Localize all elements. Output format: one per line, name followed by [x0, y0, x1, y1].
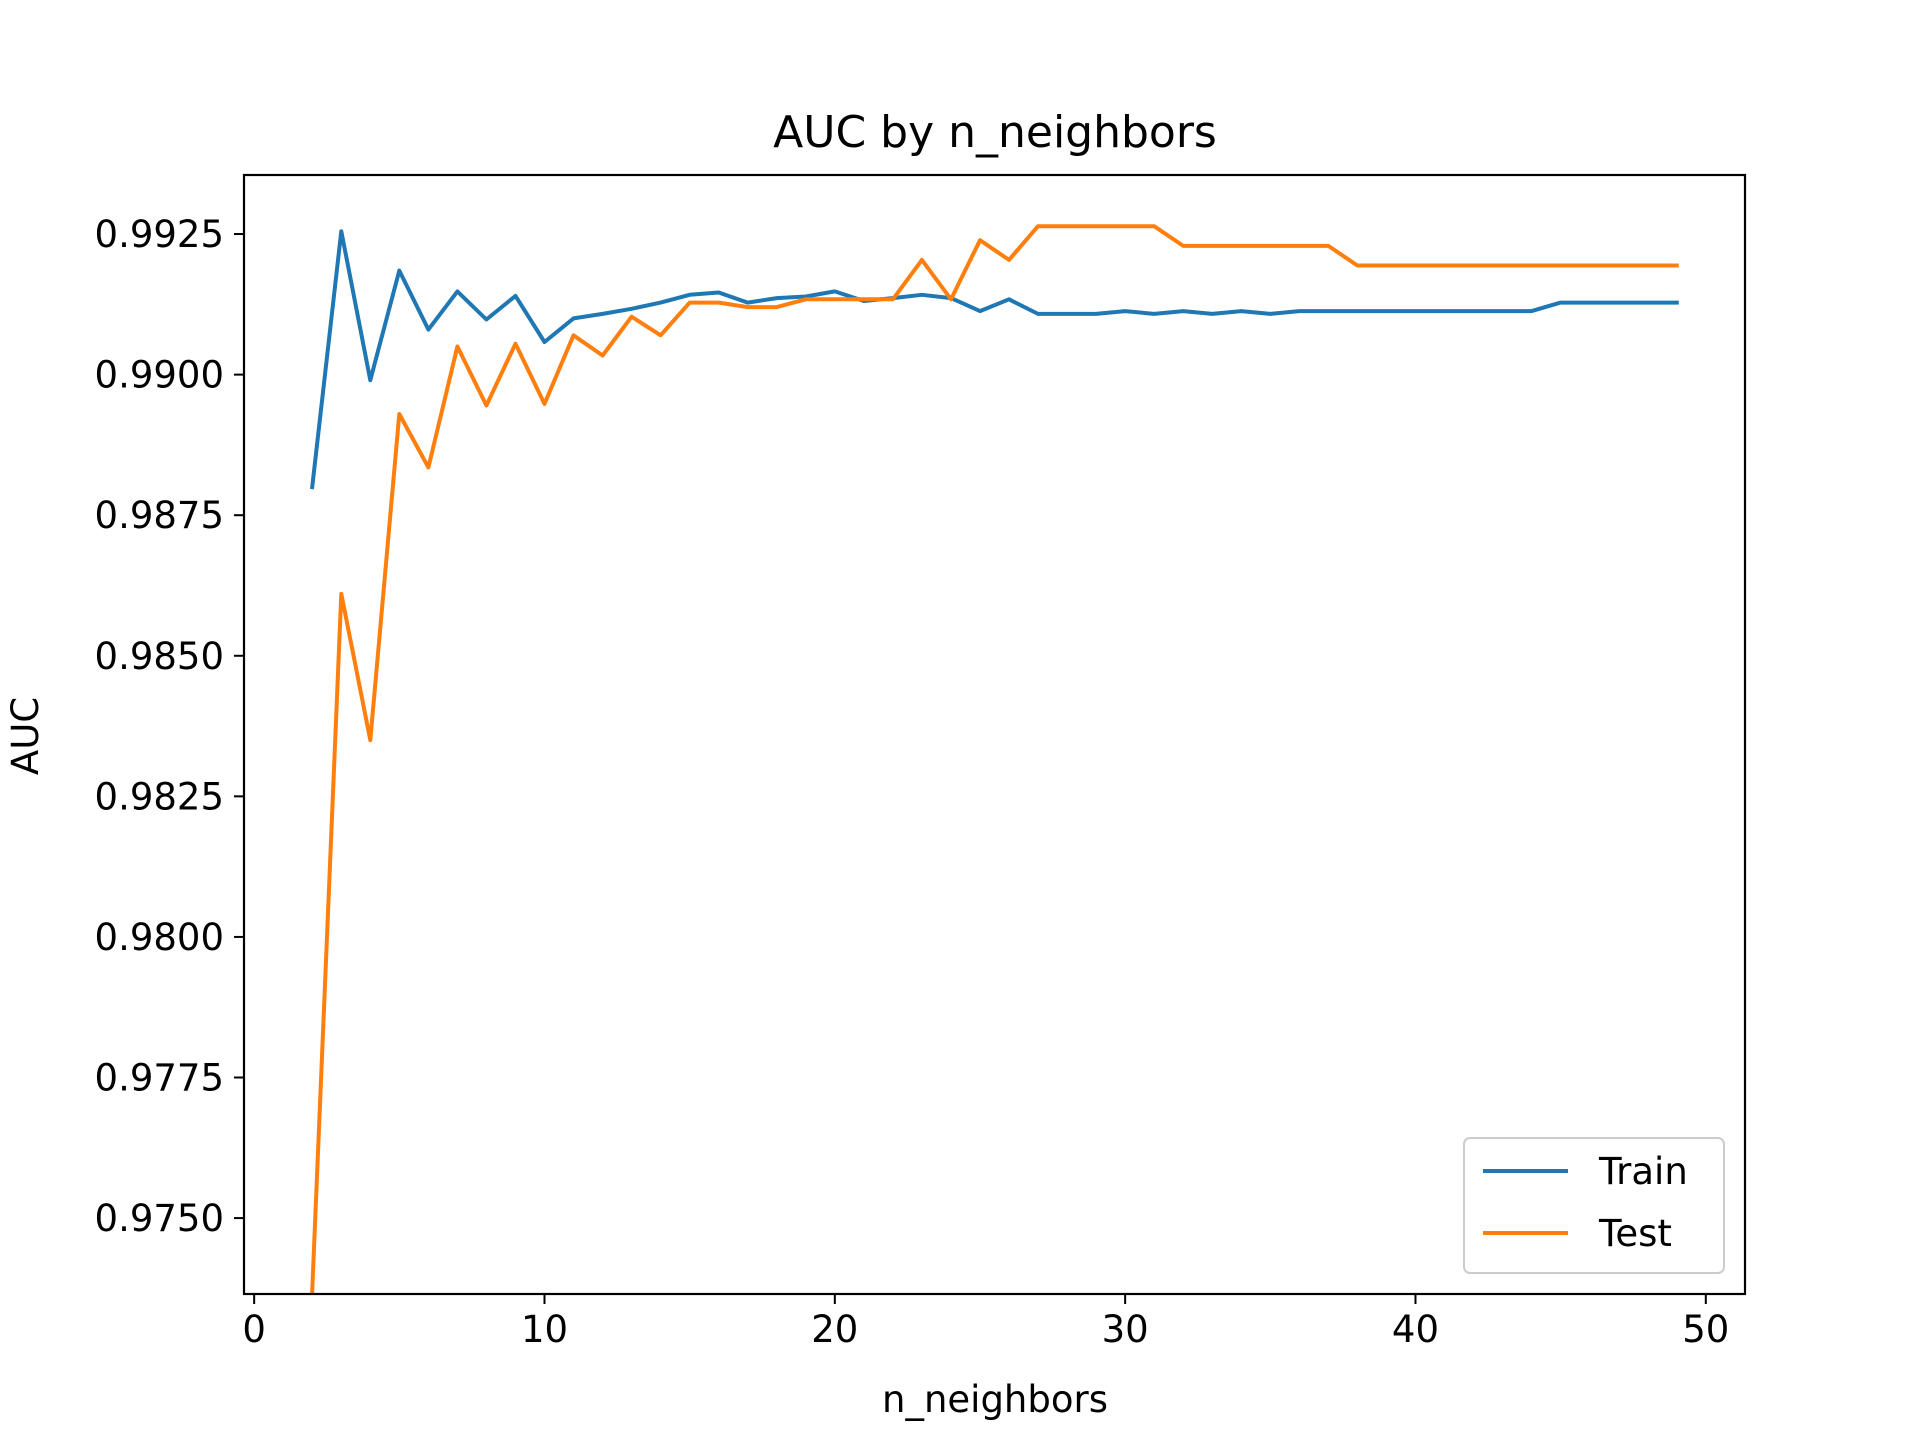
x-tick-label: 10: [521, 1308, 568, 1351]
y-tick-label: 0.9800: [95, 916, 224, 959]
series-line-test: [310, 224, 1679, 1294]
y-tick-label: 0.9875: [95, 494, 224, 537]
y-tick-label: 0.9925: [95, 213, 224, 256]
x-tick-label: 0: [242, 1308, 266, 1351]
chart-title: AUC by n_neighbors: [773, 107, 1217, 158]
legend: Train Test: [1463, 1137, 1725, 1274]
y-ticks: 0.9750 0.9775 0.9800 0.9825 0.9850 0.9875 0.99…: [95, 213, 244, 1240]
y-tick-label: 0.9775: [95, 1057, 224, 1100]
y-axis-label: AUC: [4, 697, 47, 775]
legend-label-train: Train: [1598, 1150, 1688, 1193]
y-tick-label: 0.9825: [95, 775, 224, 818]
x-tick-label: 20: [811, 1308, 858, 1351]
x-tick-label: 30: [1102, 1308, 1149, 1351]
y-tick-label: 0.9750: [95, 1197, 224, 1240]
series-layer: [309, 224, 1679, 1294]
x-tick-label: 40: [1392, 1308, 1439, 1351]
series-line-train: [309, 229, 1679, 490]
y-tick-label: 0.9900: [95, 354, 224, 397]
legend-label-test: Test: [1598, 1212, 1672, 1255]
x-axis-label: n_neighbors: [882, 1378, 1108, 1421]
x-ticks: 0 10 20 30 40 50: [242, 1294, 1729, 1351]
x-tick-label: 50: [1682, 1308, 1729, 1351]
plot-frame: [242, 173, 1747, 1296]
y-tick-label: 0.9850: [95, 635, 224, 678]
